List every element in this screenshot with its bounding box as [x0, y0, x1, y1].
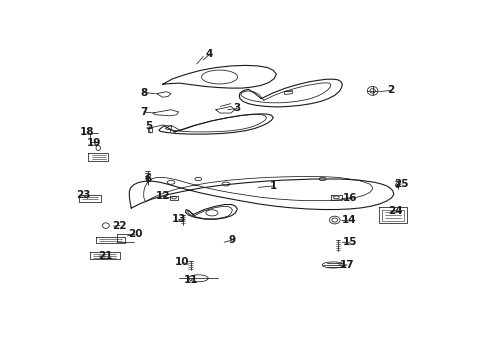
Text: 1: 1	[269, 181, 276, 191]
Text: 10: 10	[175, 257, 189, 267]
Text: 11: 11	[183, 275, 198, 285]
Text: 14: 14	[341, 215, 356, 225]
Text: 2: 2	[386, 85, 394, 95]
Text: 19: 19	[87, 138, 102, 148]
Text: 3: 3	[233, 103, 241, 113]
Text: 9: 9	[228, 235, 236, 245]
Text: 5: 5	[145, 121, 152, 131]
Text: 25: 25	[393, 179, 408, 189]
Text: 15: 15	[342, 237, 356, 247]
Text: 23: 23	[76, 190, 90, 200]
Text: 13: 13	[171, 214, 185, 224]
Text: 22: 22	[112, 221, 127, 231]
Text: 24: 24	[387, 206, 402, 216]
Text: 7: 7	[140, 107, 147, 117]
Text: 12: 12	[155, 192, 170, 202]
Text: 16: 16	[342, 193, 356, 203]
Text: 20: 20	[127, 229, 142, 239]
Text: 21: 21	[99, 251, 113, 261]
Text: 17: 17	[339, 260, 354, 270]
Text: 8: 8	[140, 87, 147, 98]
Text: 6: 6	[144, 174, 152, 184]
Text: 18: 18	[80, 127, 94, 137]
Text: 4: 4	[205, 49, 213, 59]
